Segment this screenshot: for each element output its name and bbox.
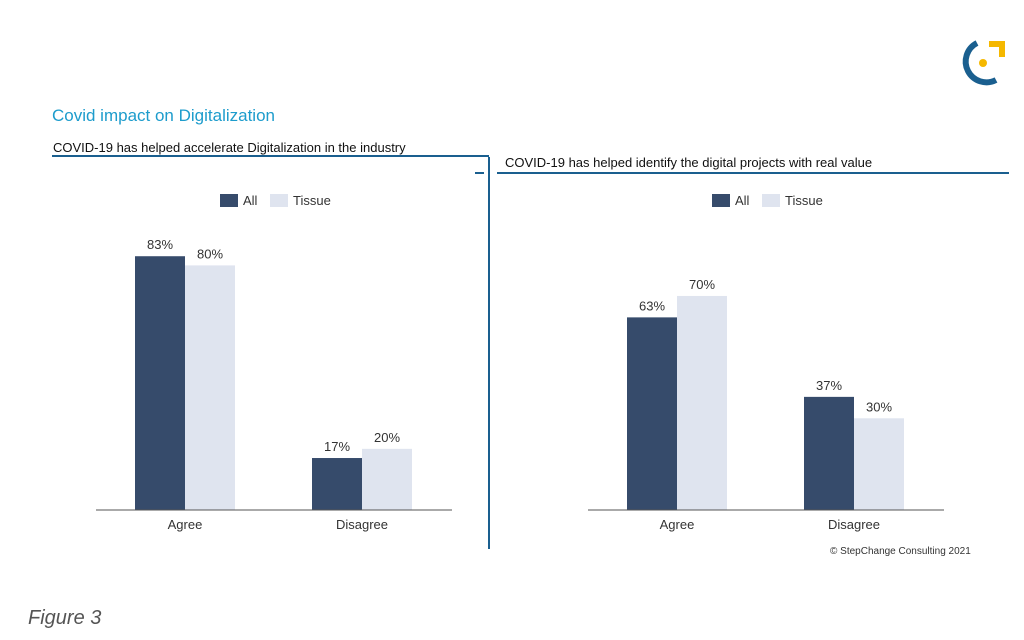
bar-all-disagree bbox=[804, 396, 854, 510]
legend-swatch-tissue bbox=[270, 194, 288, 207]
legend-swatch-tissue bbox=[762, 194, 780, 207]
bar-tissue-disagree bbox=[362, 448, 412, 510]
left-chart-svg: All Tissue 83% 80% Agree 17% 20% Disagree bbox=[96, 193, 452, 532]
legend-swatch-all bbox=[220, 194, 238, 207]
category-label-disagree: Disagree bbox=[828, 517, 880, 532]
vertical-divider bbox=[488, 157, 490, 549]
data-label-tissue-disagree: 30% bbox=[866, 399, 892, 414]
legend-label-all: All bbox=[243, 193, 258, 208]
bar-all-agree bbox=[135, 256, 185, 510]
bar-all-disagree bbox=[312, 458, 362, 510]
bar-tissue-agree bbox=[677, 295, 727, 510]
legend-label-tissue: Tissue bbox=[293, 193, 331, 208]
bar-all-agree bbox=[627, 317, 677, 510]
category-label-disagree: Disagree bbox=[336, 517, 388, 532]
left-chart-title: COVID-19 has helped accelerate Digitaliz… bbox=[53, 140, 406, 155]
divider-dash bbox=[475, 172, 484, 174]
right-title-rule bbox=[497, 172, 1009, 174]
category-label-agree: Agree bbox=[660, 517, 695, 532]
right-chart-svg: All Tissue 63% 70% Agree 37% 30% Disagree bbox=[588, 193, 944, 532]
copyright-text: © StepChange Consulting 2021 bbox=[830, 546, 971, 557]
data-label-tissue-disagree: 20% bbox=[374, 430, 400, 445]
stepchange-logo-icon bbox=[962, 40, 1005, 86]
legend-label-tissue: Tissue bbox=[785, 193, 823, 208]
data-label-all-agree: 63% bbox=[639, 298, 665, 313]
right-chart-title: COVID-19 has helped identify the digital… bbox=[505, 155, 873, 170]
bar-tissue-agree bbox=[185, 265, 235, 510]
right-bar-chart: All Tissue 63% 70% Agree 37% 30% Disagree bbox=[588, 190, 944, 540]
data-label-all-disagree: 17% bbox=[324, 439, 350, 454]
data-label-tissue-agree: 80% bbox=[197, 246, 223, 261]
legend-swatch-all bbox=[712, 194, 730, 207]
left-bar-chart: All Tissue 83% 80% Agree 17% 20% Disagree bbox=[96, 190, 452, 540]
left-title-rule bbox=[52, 155, 489, 157]
data-label-tissue-agree: 70% bbox=[689, 277, 715, 292]
figure-label: Figure 3 bbox=[28, 607, 102, 629]
data-label-all-agree: 83% bbox=[147, 237, 173, 252]
bar-tissue-disagree bbox=[854, 418, 904, 510]
category-label-agree: Agree bbox=[168, 517, 203, 532]
section-title: Covid impact on Digitalization bbox=[52, 106, 275, 125]
legend-label-all: All bbox=[735, 193, 750, 208]
data-label-all-disagree: 37% bbox=[816, 378, 842, 393]
